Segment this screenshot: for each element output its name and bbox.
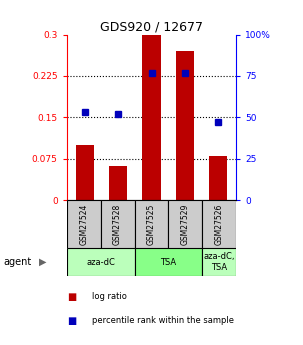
Bar (67, 200, 101, 248)
Bar (176, 51, 194, 200)
Text: ▶: ▶ (39, 257, 46, 267)
Bar (109, 166, 127, 200)
Text: aza-dC: aza-dC (86, 258, 115, 267)
Bar (142, 34, 161, 200)
Bar (209, 156, 227, 200)
Text: GSM27526: GSM27526 (215, 204, 224, 245)
Text: agent: agent (3, 257, 31, 267)
Text: GSM27524: GSM27524 (79, 204, 88, 245)
Text: TSA: TSA (160, 258, 177, 267)
Text: GSM27528: GSM27528 (113, 204, 122, 245)
Text: aza-dC,
TSA: aza-dC, TSA (204, 253, 235, 272)
Title: GDS920 / 12677: GDS920 / 12677 (100, 20, 203, 33)
Bar (76, 145, 94, 200)
Text: log ratio: log ratio (92, 292, 127, 301)
Text: GSM27525: GSM27525 (147, 204, 156, 245)
Bar (67, 248, 135, 276)
Bar (202, 200, 236, 248)
Bar (101, 200, 135, 248)
Bar (135, 248, 202, 276)
Bar (202, 248, 236, 276)
Text: GSM27529: GSM27529 (181, 204, 190, 245)
Text: ■: ■ (67, 292, 76, 302)
Text: ■: ■ (67, 316, 76, 326)
Bar (168, 200, 202, 248)
Text: percentile rank within the sample: percentile rank within the sample (92, 316, 235, 325)
Bar (135, 200, 168, 248)
